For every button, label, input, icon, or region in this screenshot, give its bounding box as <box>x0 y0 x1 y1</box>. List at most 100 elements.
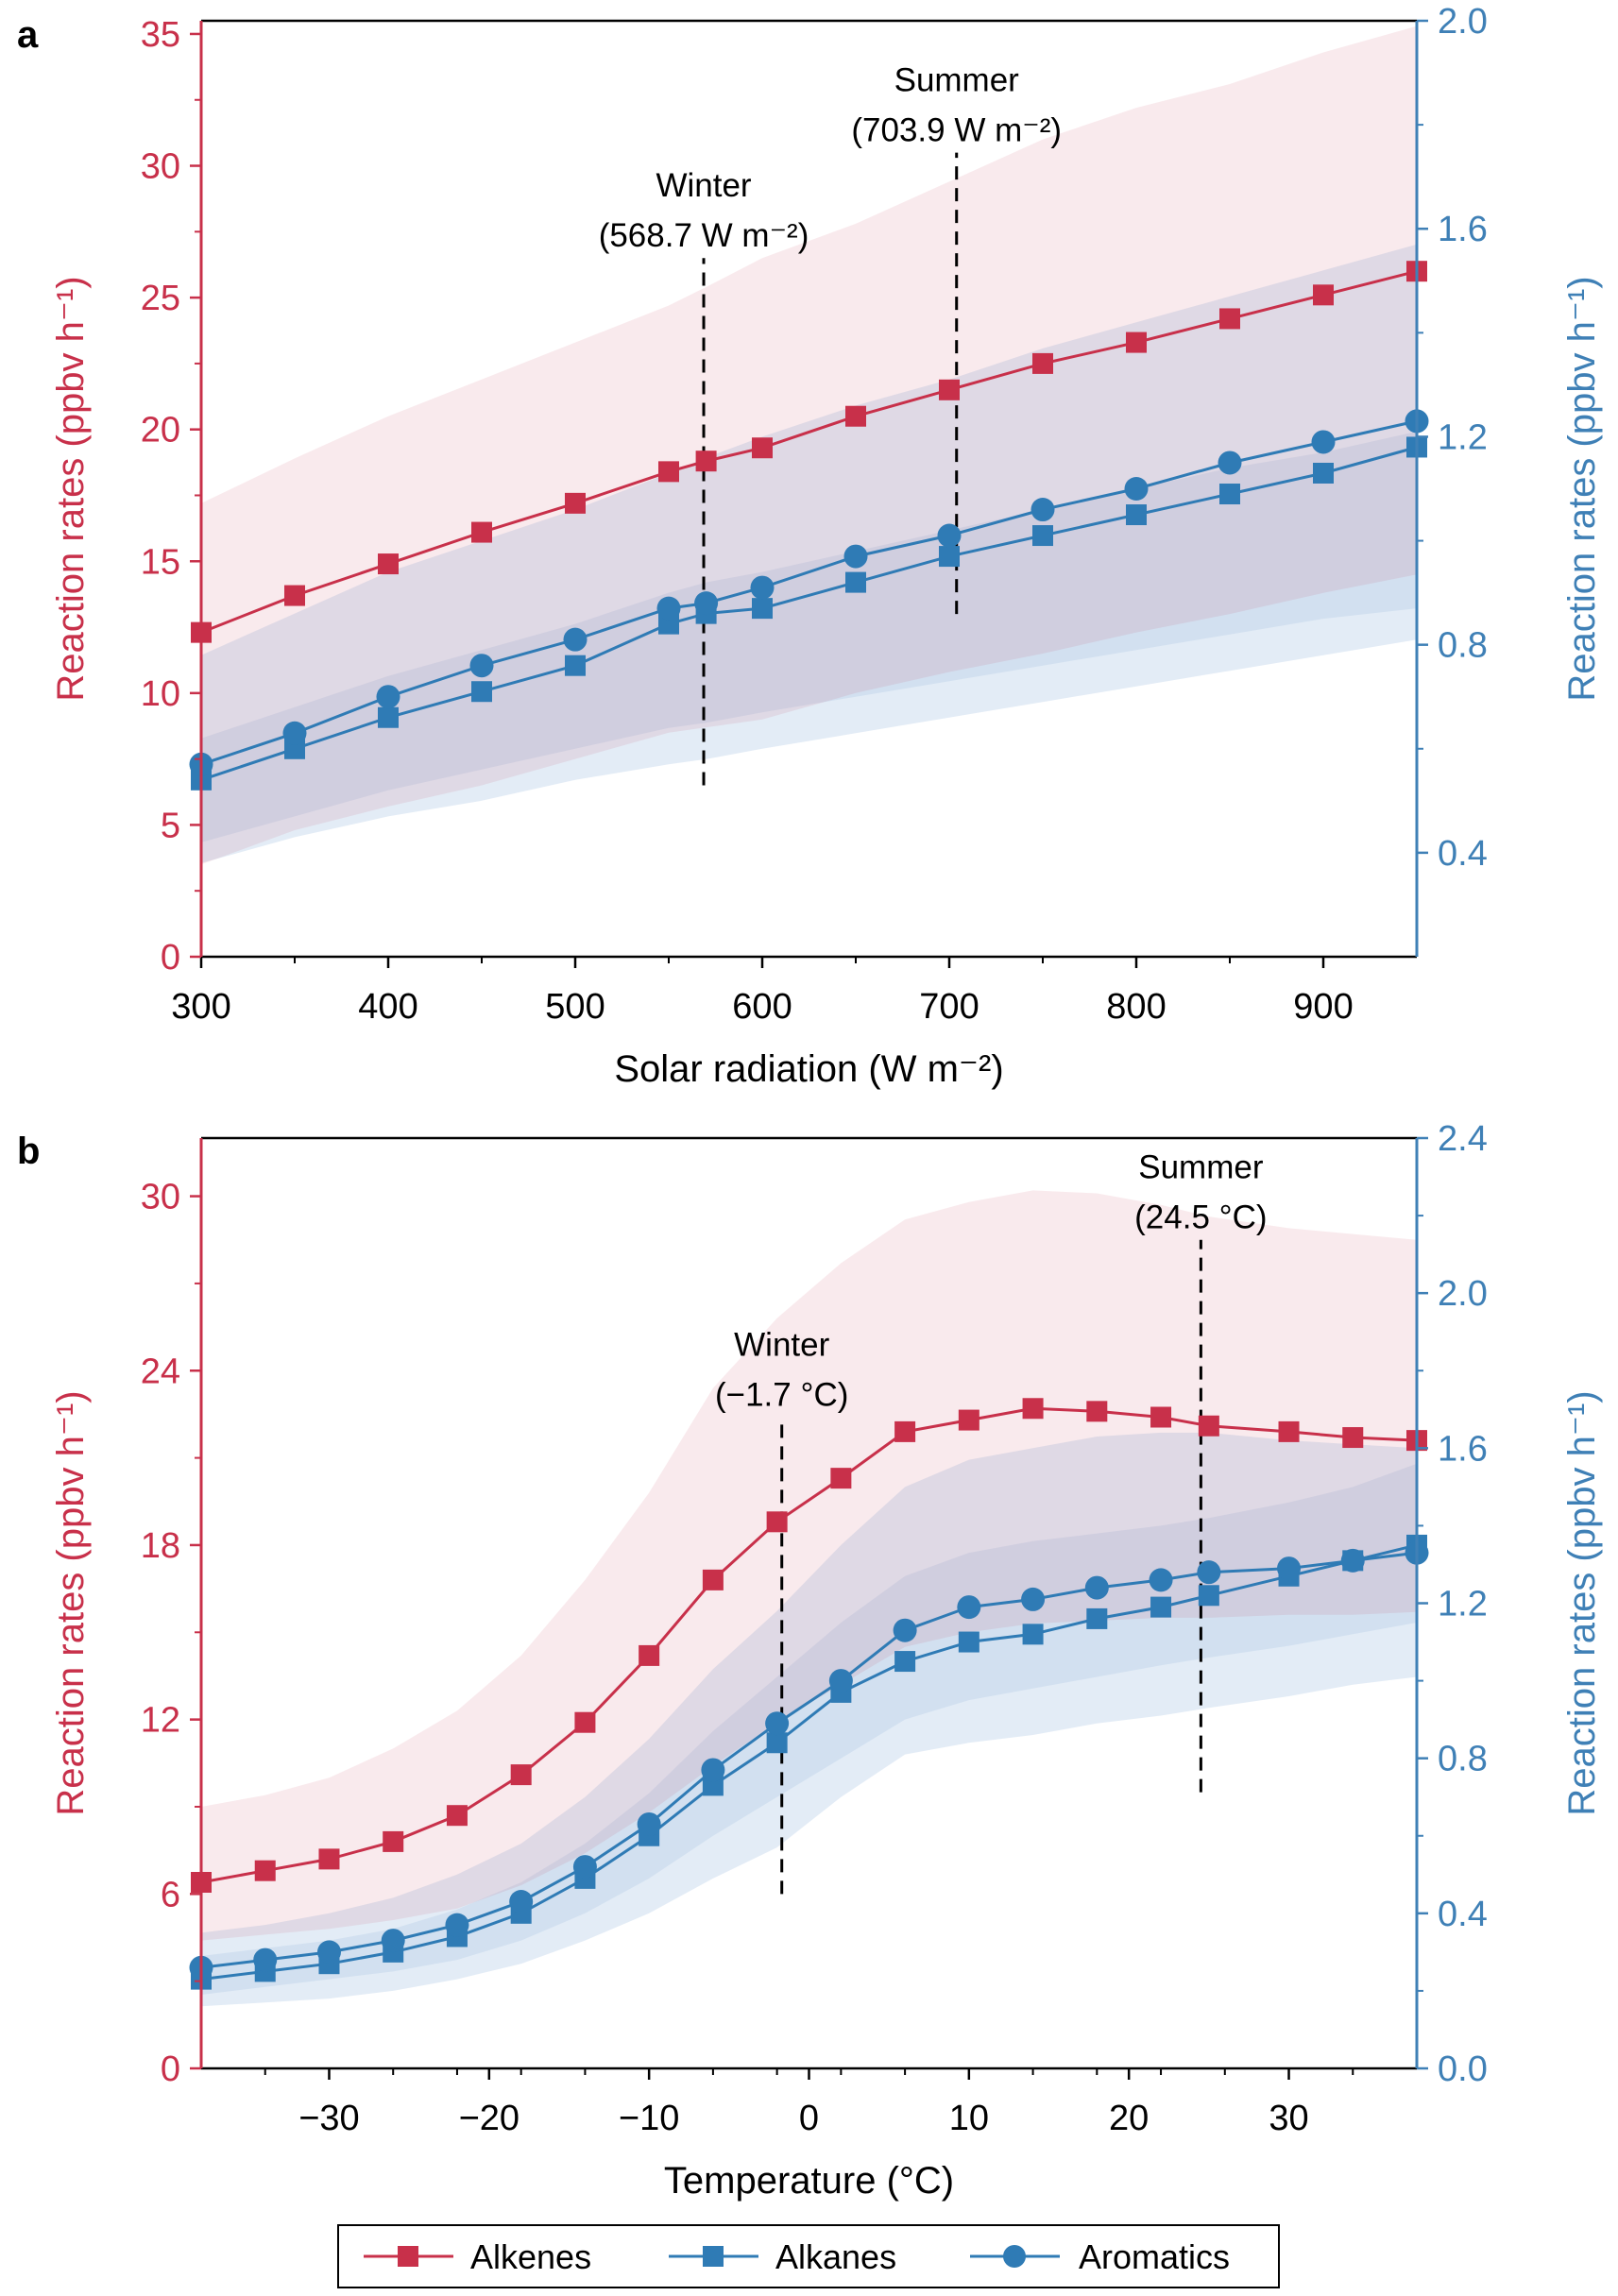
y-tick-label-right: 0.0 <box>1438 2049 1488 2089</box>
data-point-aromatics <box>843 544 868 569</box>
x-tick-label: −20 <box>459 2099 519 2138</box>
data-point-alkanes <box>1219 484 1240 505</box>
data-point-aromatics <box>563 627 588 652</box>
data-point-aromatics <box>694 591 719 616</box>
data-point-aromatics <box>282 721 307 745</box>
y-tick-label-left: 6 <box>161 1875 180 1914</box>
x-tick-label: 600 <box>732 987 792 1027</box>
data-point-aromatics <box>572 1855 597 1879</box>
panel-b-annotations: Winter (−1.7 °C) Summer (24.5 °C) <box>715 1149 1268 1895</box>
y-tick-label-left: 0 <box>161 938 180 978</box>
data-point-alkanes <box>752 598 773 620</box>
y-tick-label-left: 0 <box>161 2049 180 2089</box>
y-tick-label-left: 18 <box>141 1526 180 1566</box>
data-point-alkanes <box>939 546 960 568</box>
summer-label: Summer <box>1138 1149 1264 1186</box>
data-point-aromatics <box>469 654 494 678</box>
data-point-aromatics <box>828 1669 853 1693</box>
summer-value-label: (24.5 °C) <box>1134 1199 1267 1236</box>
data-point-alkanes <box>1022 1624 1044 1645</box>
band-alkenes <box>201 26 1417 865</box>
data-point-alkenes <box>254 1860 276 1881</box>
data-point-alkenes <box>378 553 399 575</box>
data-point-aromatics <box>445 1913 469 1937</box>
y-axis-label-left: Reaction rates (ppbv h⁻¹) <box>50 1390 92 1815</box>
data-point-alkenes <box>574 1711 596 1733</box>
x-tick-label: 10 <box>949 2099 989 2138</box>
data-point-alkanes <box>894 1651 916 1673</box>
y-tick-label-right: 0.4 <box>1438 1895 1488 1934</box>
x-tick-label: 30 <box>1269 2099 1308 2138</box>
legend-marker-square <box>703 2246 724 2267</box>
summer-value-label: (703.9 W m⁻²) <box>851 112 1062 149</box>
y-tick-label-right: 1.6 <box>1438 1429 1488 1469</box>
legend-label-aromatics: Aromatics <box>1079 2237 1230 2276</box>
data-point-aromatics <box>637 1811 661 1836</box>
data-point-aromatics <box>1218 451 1242 475</box>
data-point-aromatics <box>1084 1575 1109 1600</box>
data-point-aromatics <box>750 575 775 600</box>
data-point-alkenes <box>958 1409 979 1431</box>
x-tick-label: 800 <box>1106 987 1166 1027</box>
x-tick-label: 700 <box>919 987 979 1027</box>
data-point-aromatics <box>1277 1556 1302 1581</box>
data-point-alkanes <box>1150 1596 1172 1618</box>
legend: Alkenes Alkanes Aromatics <box>337 2224 1280 2288</box>
data-point-aromatics <box>381 1929 405 1953</box>
data-point-alkenes <box>1219 308 1240 330</box>
y-tick-label-left: 30 <box>141 1178 180 1217</box>
y-tick-label-right: 1.6 <box>1438 210 1488 249</box>
data-point-alkenes <box>639 1644 660 1666</box>
x-tick-label: −10 <box>619 2099 679 2138</box>
legend-box <box>337 2224 1280 2288</box>
y-tick-label-right: 0.8 <box>1438 626 1488 666</box>
winter-value-label: (568.7 W m⁻²) <box>599 217 809 254</box>
data-point-alkenes <box>830 1468 852 1489</box>
data-point-alkanes <box>1126 504 1147 526</box>
data-point-alkenes <box>1022 1398 1044 1420</box>
data-point-alkenes <box>471 521 492 543</box>
data-point-aromatics <box>656 596 681 621</box>
legend-item-aromatics: Aromatics <box>970 2237 1230 2276</box>
data-point-alkenes <box>702 1569 724 1590</box>
data-point-aromatics <box>701 1758 725 1782</box>
data-point-alkenes <box>1342 1427 1364 1449</box>
y-tick-label-left: 12 <box>141 1701 180 1741</box>
y-tick-label-left: 24 <box>141 1352 180 1391</box>
data-point-alkanes <box>958 1631 979 1653</box>
panel-b-bands <box>201 1190 1417 2007</box>
data-point-alkanes <box>1032 525 1053 547</box>
data-point-aromatics <box>316 1940 341 1964</box>
data-point-aromatics <box>1340 1548 1365 1573</box>
data-point-alkenes <box>695 451 717 472</box>
panel-a-bands <box>201 26 1417 865</box>
data-point-alkenes <box>939 379 960 400</box>
y-tick-label-right: 0.8 <box>1438 1740 1488 1779</box>
data-point-alkanes <box>378 706 399 728</box>
y-tick-label-left: 20 <box>141 411 180 451</box>
data-point-alkanes <box>766 1732 788 1754</box>
data-point-alkenes <box>446 1805 468 1827</box>
legend-label-alkanes: Alkanes <box>775 2237 896 2276</box>
data-point-alkenes <box>1032 352 1053 374</box>
panel-a: a Winter (568.7 W m⁻²) Summer (703.9 W m… <box>17 2 1603 1090</box>
data-point-aromatics <box>509 1890 534 1914</box>
data-point-alkenes <box>1126 332 1147 353</box>
data-point-aromatics <box>253 1947 278 1972</box>
data-point-alkenes <box>284 585 305 606</box>
y-tick-label-right: 1.2 <box>1438 1585 1488 1624</box>
data-point-aromatics <box>1311 430 1336 454</box>
data-point-alkenes <box>752 437 773 459</box>
panel-a-axes: 300 400 500 600 700 800 900 0 5 10 15 20 25 30 35 0.4 0.… <box>141 2 1488 1027</box>
x-axis-label: Solar radiation (W m⁻²) <box>614 1048 1003 1090</box>
data-point-alkanes <box>1313 462 1334 484</box>
data-point-aromatics <box>1197 1560 1221 1585</box>
data-point-aromatics <box>1030 498 1055 522</box>
y-tick-label-right: 2.4 <box>1438 1119 1488 1159</box>
winter-label: Winter <box>656 167 751 204</box>
legend-label-alkenes: Alkenes <box>470 2237 591 2276</box>
y-tick-label-left: 5 <box>161 806 180 845</box>
data-point-alkenes <box>1278 1420 1300 1442</box>
x-tick-label: 20 <box>1109 2099 1149 2138</box>
y-tick-label-right: 0.4 <box>1438 834 1488 874</box>
